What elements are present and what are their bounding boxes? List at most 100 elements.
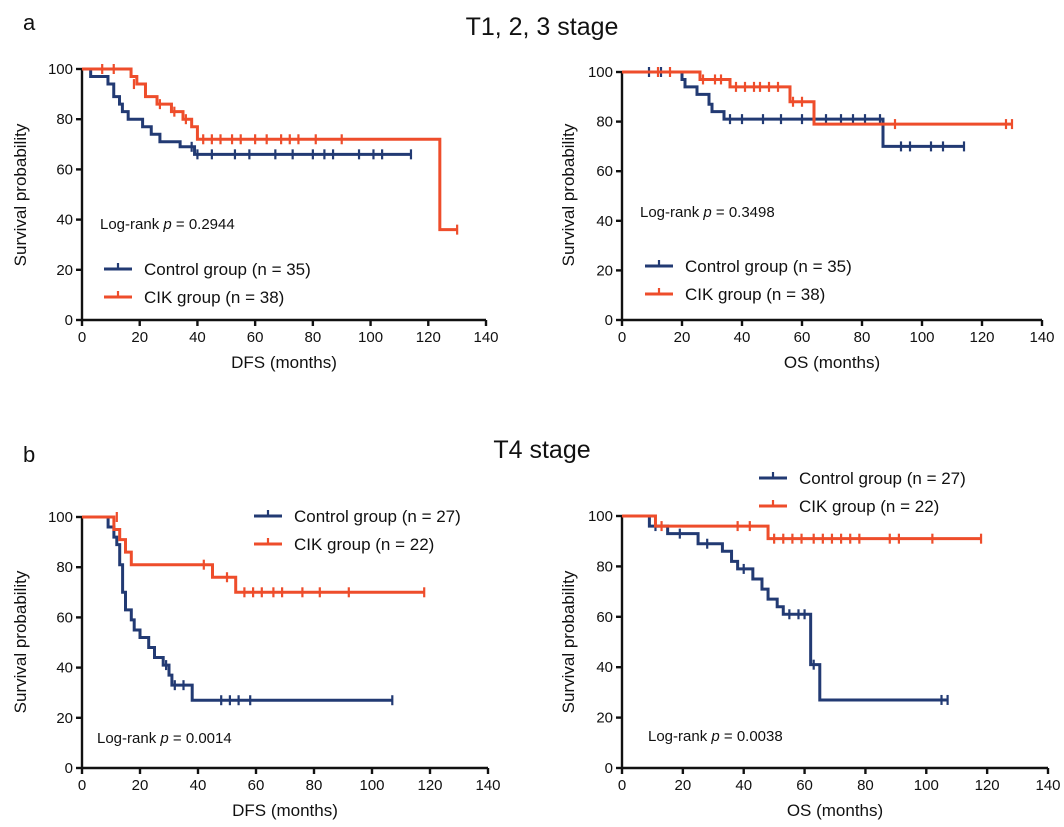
- row-title-top: T1, 2, 3 stage: [466, 13, 619, 41]
- y-tick-label: 100: [588, 64, 613, 81]
- panel-label-a: a: [23, 10, 36, 35]
- x-tick-label: 120: [416, 329, 441, 346]
- x-axis-title: OS (months): [784, 353, 880, 372]
- y-tick-label: 60: [596, 609, 613, 626]
- x-tick-label: 100: [359, 777, 384, 794]
- y-tick-label: 100: [588, 508, 613, 525]
- y-tick-label: 80: [596, 114, 613, 131]
- legend-entry-cik: CIK group (n = 22): [254, 535, 434, 554]
- y-tick-label: 0: [65, 312, 73, 329]
- x-tick-label: 80: [857, 777, 874, 794]
- legend-entry-control: Control group (n = 35): [645, 257, 852, 276]
- y-axis-title: Survival probability: [11, 570, 30, 713]
- x-tick-label: 140: [475, 777, 500, 794]
- series-cik: [622, 514, 983, 544]
- x-axis-title: OS (months): [787, 801, 883, 820]
- x-tick-label: 0: [618, 329, 626, 346]
- x-tick-label: 140: [1035, 777, 1060, 794]
- legend-label: CIK group (n = 38): [144, 288, 284, 307]
- series-cik: [622, 67, 1014, 130]
- x-tick-label: 60: [796, 777, 813, 794]
- survival-curve-control: [622, 70, 964, 148]
- x-axis-title: DFS (months): [232, 801, 338, 820]
- y-tick-label: 100: [48, 509, 73, 526]
- x-tick-label: 80: [305, 329, 322, 346]
- y-tick-label: 100: [48, 61, 73, 78]
- x-tick-label: 80: [854, 329, 871, 346]
- y-tick-label: 40: [596, 213, 613, 230]
- series-control: [82, 67, 413, 160]
- legend-entry-cik: CIK group (n = 22): [759, 497, 939, 516]
- y-axis-title: Survival probability: [11, 123, 30, 266]
- y-axis-title: Survival probability: [559, 123, 578, 266]
- y-tick-label: 60: [596, 163, 613, 180]
- legend-label: Control group (n = 27): [294, 507, 461, 526]
- os-chart-t4: 0 20 40 60 80 100 120 140 0 20 40 60 80 100 OS (months…: [559, 469, 1061, 820]
- os-chart-t123: 0 20 40 60 80 100 120 140 0 20 40 60 80 100 OS (months…: [559, 64, 1055, 372]
- row-title-bottom: T4 stage: [493, 436, 590, 464]
- x-tick-label: 60: [247, 329, 264, 346]
- x-tick-label: 140: [1029, 329, 1054, 346]
- legend-entry-control: Control group (n = 27): [759, 469, 966, 488]
- legend-label: CIK group (n = 22): [799, 497, 939, 516]
- panel-label-b: b: [23, 442, 35, 467]
- legend-entry-cik: CIK group (n = 38): [645, 285, 825, 304]
- x-tick-label: 0: [78, 329, 86, 346]
- x-tick-label: 120: [417, 777, 442, 794]
- survival-curve-cik: [622, 514, 982, 541]
- y-tick-label: 60: [56, 161, 73, 178]
- x-tick-label: 120: [975, 777, 1000, 794]
- x-tick-label: 20: [675, 777, 692, 794]
- x-tick-label: 60: [794, 329, 811, 346]
- y-tick-label: 80: [596, 558, 613, 575]
- y-tick-label: 0: [605, 312, 613, 329]
- legend-label: Control group (n = 35): [144, 260, 311, 279]
- survival-curve-cik: [82, 67, 458, 232]
- x-tick-label: 100: [909, 329, 934, 346]
- legend-label: CIK group (n = 38): [685, 285, 825, 304]
- y-tick-label: 40: [56, 212, 73, 229]
- x-tick-label: 140: [473, 329, 498, 346]
- survival-curve-control: [622, 514, 948, 702]
- y-tick-label: 0: [605, 760, 613, 777]
- x-tick-label: 120: [969, 329, 994, 346]
- survival-curve-cik: [82, 515, 425, 594]
- y-tick-label: 0: [65, 760, 73, 777]
- x-tick-label: 20: [131, 329, 148, 346]
- x-tick-label: 40: [189, 329, 206, 346]
- legend-entry-cik: CIK group (n = 38): [104, 288, 284, 307]
- survival-curve-control: [82, 67, 411, 156]
- x-tick-label: 40: [190, 777, 207, 794]
- dfs-chart-t123: 0 20 40 60 80 100 120 140 0 20 40 60 80 100 DFS (month…: [11, 61, 499, 372]
- x-tick-label: 40: [735, 777, 752, 794]
- x-tick-label: 0: [78, 777, 86, 794]
- y-tick-label: 40: [596, 659, 613, 676]
- legend-entry-control: Control group (n = 27): [254, 507, 461, 526]
- survival-curve-control: [82, 515, 393, 702]
- y-tick-label: 80: [56, 559, 73, 576]
- logrank-pvalue: Log-rank p = 0.3498: [640, 204, 775, 221]
- series-control: [622, 514, 949, 705]
- y-tick-label: 20: [596, 710, 613, 727]
- x-tick-label: 20: [674, 329, 691, 346]
- logrank-pvalue: Log-rank p = 0.0038: [648, 728, 783, 745]
- y-tick-label: 20: [56, 710, 73, 727]
- x-tick-label: 20: [132, 777, 149, 794]
- dfs-chart-t4: 0 20 40 60 80 100 120 140 0 20 40 60 80 100 DFS (month…: [11, 507, 501, 820]
- series-control: [82, 515, 394, 706]
- legend-label: CIK group (n = 22): [294, 535, 434, 554]
- x-tick-label: 100: [358, 329, 383, 346]
- x-tick-label: 40: [734, 329, 751, 346]
- y-axis-title: Survival probability: [559, 570, 578, 713]
- legend-label: Control group (n = 35): [685, 257, 852, 276]
- y-tick-label: 80: [56, 111, 73, 128]
- x-axis-title: DFS (months): [231, 353, 337, 372]
- x-tick-label: 60: [248, 777, 265, 794]
- y-tick-label: 60: [56, 609, 73, 626]
- x-tick-label: 80: [306, 777, 323, 794]
- y-tick-label: 40: [56, 660, 73, 677]
- series-control: [622, 67, 966, 152]
- y-tick-label: 20: [596, 262, 613, 279]
- x-tick-label: 100: [914, 777, 939, 794]
